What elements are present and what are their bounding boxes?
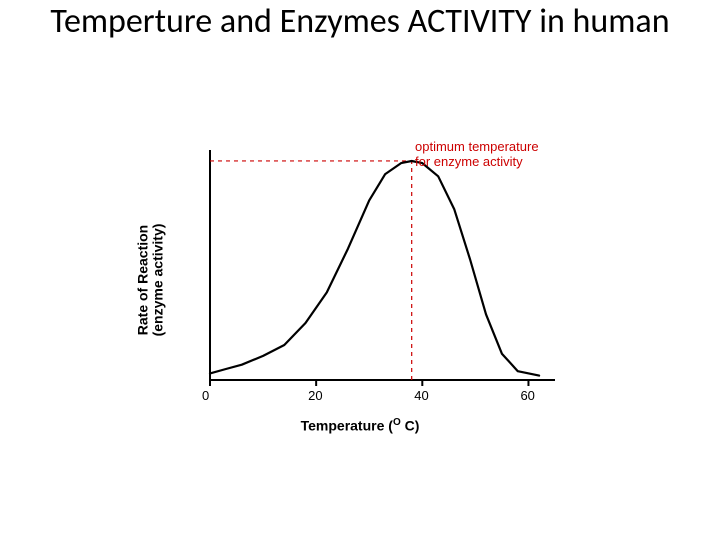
x-tick-label: 0	[202, 388, 209, 403]
x-tick-label: 60	[520, 388, 534, 403]
optimum-annotation: optimum temperature for enzyme activity	[415, 140, 539, 170]
slide: Temperture and Enzymes ACTIVITY in human…	[0, 0, 720, 540]
optimum-annotation-line1: optimum temperature	[415, 139, 539, 154]
y-axis-label: Rate of Reaction (enzyme activity)	[136, 224, 167, 337]
y-axis-label-line1: Rate of Reaction	[135, 225, 151, 335]
x-axis-label-suffix: C)	[401, 418, 420, 434]
y-axis-label-line2: (enzyme activity)	[150, 224, 166, 337]
x-tick-label: 40	[414, 388, 428, 403]
optimum-annotation-line2: for enzyme activity	[415, 154, 523, 169]
enzyme-activity-chart: Rate of Reaction (enzyme activity) Tempe…	[155, 130, 565, 430]
x-axis-label-degree: O	[393, 417, 401, 428]
x-axis-label: Temperature (O C)	[301, 417, 420, 434]
chart-svg	[155, 130, 565, 430]
slide-title: Temperture and Enzymes ACTIVITY in human	[0, 2, 720, 41]
x-axis-label-prefix: Temperature (	[301, 418, 393, 434]
x-tick-label: 20	[308, 388, 322, 403]
